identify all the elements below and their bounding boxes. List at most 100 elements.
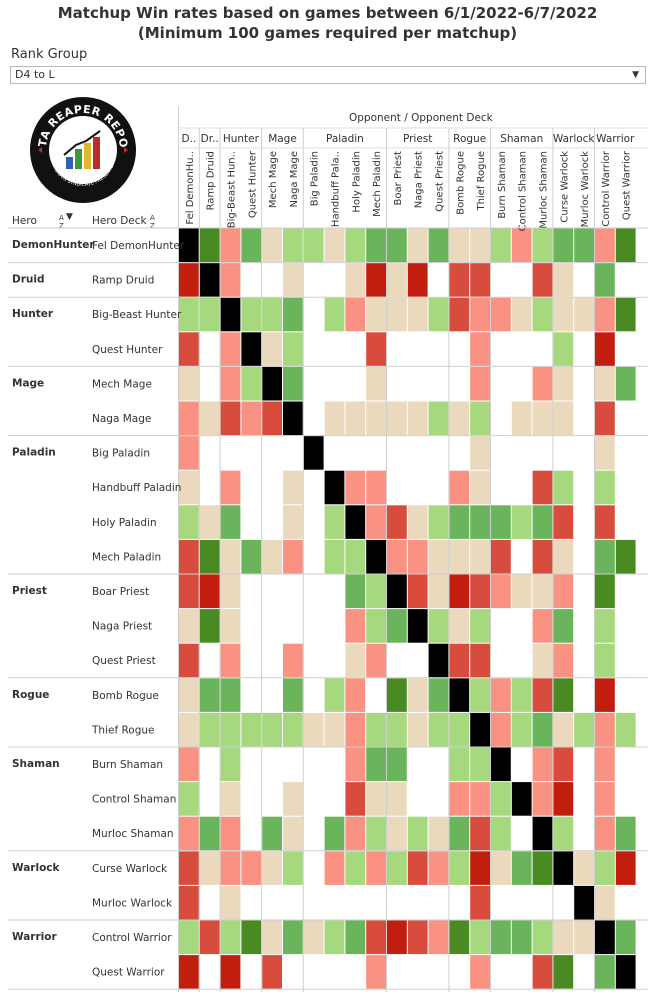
heatmap-cell	[449, 609, 469, 643]
heatmap-cell	[221, 229, 241, 263]
heatmap-cell	[304, 575, 324, 609]
heatmap-cell	[221, 644, 241, 678]
heatmap-cell	[449, 678, 469, 712]
heatmap-cell	[283, 678, 303, 712]
heatmap-cell	[449, 436, 469, 470]
heatmap-cell	[241, 955, 261, 989]
heatmap-cell	[304, 505, 324, 539]
heatmap-cell	[533, 436, 553, 470]
heatmap-cell	[366, 402, 386, 436]
heatmap-cell	[616, 921, 636, 955]
heatmap-cell	[366, 436, 386, 470]
heatmap-cell	[553, 644, 573, 678]
heatmap-cell	[449, 886, 469, 920]
heatmap-cell	[325, 955, 345, 989]
heatmap-cell	[491, 402, 511, 436]
opponent-class-label: D..	[182, 133, 197, 145]
heatmap-cell	[574, 575, 594, 609]
heatmap-cell	[366, 782, 386, 816]
opponent-deck-label: Naga Priest	[414, 151, 425, 208]
heatmap-cell	[304, 402, 324, 436]
heatmap-cell	[345, 436, 365, 470]
heatmap-cell	[241, 367, 261, 401]
heatmap-cell	[387, 678, 407, 712]
heatmap-cell	[470, 402, 490, 436]
heatmap-cell	[616, 367, 636, 401]
heatmap-cell	[408, 263, 428, 297]
opponent-deck-label: Quest Priest	[435, 151, 446, 212]
heatmap-cell	[429, 505, 449, 539]
heatmap-cell	[553, 332, 573, 366]
heatmap-cell	[574, 644, 594, 678]
heatmap-cell	[574, 851, 594, 885]
heatmap-cell	[512, 402, 532, 436]
heatmap-cell	[595, 402, 615, 436]
heatmap-cell	[533, 471, 553, 505]
heatmap-cell	[221, 921, 241, 955]
hero-deck-label: Curse Warlock	[92, 863, 168, 875]
heatmap-cell	[408, 332, 428, 366]
heatmap-cell	[574, 298, 594, 332]
opponent-deck-label: Murloc Warlock	[580, 151, 591, 228]
heatmap-cell	[283, 782, 303, 816]
heatmap-cell	[574, 263, 594, 297]
heatmap-cell	[449, 367, 469, 401]
heatmap-cell	[574, 402, 594, 436]
heatmap-cell	[387, 851, 407, 885]
heatmap-cell	[512, 471, 532, 505]
heatmap-cell	[470, 955, 490, 989]
heatmap-cell	[179, 713, 199, 747]
heatmap-cell	[512, 332, 532, 366]
heatmap-cell	[345, 886, 365, 920]
heatmap-cell	[533, 644, 553, 678]
heatmap-cell	[387, 955, 407, 989]
heatmap-cell	[179, 955, 199, 989]
heatmap-cell	[221, 505, 241, 539]
heatmap-cell	[304, 955, 324, 989]
heatmap-cell	[262, 540, 282, 574]
heatmap-cell	[221, 851, 241, 885]
heatmap-cell	[262, 609, 282, 643]
heatmap-cell	[283, 575, 303, 609]
heatmap-cell	[325, 782, 345, 816]
heatmap-cell	[595, 540, 615, 574]
heatmap-cell	[533, 748, 553, 782]
heatmap-cell	[179, 263, 199, 297]
heatmap-cell	[470, 263, 490, 297]
heatmap-cell	[200, 505, 220, 539]
heatmap-cell	[616, 263, 636, 297]
heatmap-cell	[408, 229, 428, 263]
hero-deck-label: Control Shaman	[92, 794, 176, 806]
heatmap-cell	[200, 609, 220, 643]
heatmap-cell	[574, 678, 594, 712]
heatmap-cell	[512, 540, 532, 574]
heatmap-cell	[262, 782, 282, 816]
heatmap-cell	[449, 575, 469, 609]
heatmap-cell	[241, 644, 261, 678]
heatmap-cell	[470, 471, 490, 505]
heatmap-cell	[387, 298, 407, 332]
heatmap-cell	[283, 886, 303, 920]
heatmap-cell	[345, 402, 365, 436]
heatmap-cell	[200, 332, 220, 366]
heatmap-cell	[449, 817, 469, 851]
opponent-deck-label: Quest Hunter	[247, 150, 258, 218]
heatmap-cell	[283, 851, 303, 885]
heatmap-cell	[179, 644, 199, 678]
hero-class-label: Druid	[12, 274, 44, 286]
heatmap-cell	[595, 505, 615, 539]
heatmap-cell	[262, 886, 282, 920]
heatmap-cell	[200, 678, 220, 712]
heatmap-cell	[179, 332, 199, 366]
heatmap-cell	[366, 263, 386, 297]
heatmap-cell	[449, 505, 469, 539]
heatmap-cell	[408, 402, 428, 436]
heatmap-cell	[221, 367, 241, 401]
heatmap-cell	[283, 644, 303, 678]
heatmap-cell	[325, 367, 345, 401]
heatmap-cell	[408, 921, 428, 955]
heatmap-cell	[595, 851, 615, 885]
heatmap-cell	[616, 782, 636, 816]
heatmap-cell	[179, 678, 199, 712]
heatmap-cell	[283, 471, 303, 505]
